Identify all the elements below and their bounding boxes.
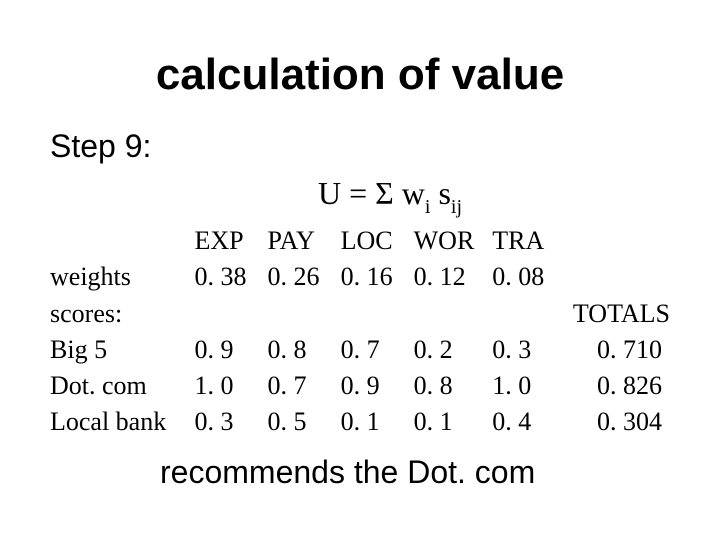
step-label: Step 9: [50, 128, 670, 165]
big5-total: 0. 710 [557, 332, 670, 368]
header-blank [50, 223, 186, 259]
dotcom-row: Dot. com 1. 0 0. 7 0. 9 0. 8 1. 0 0. 826 [50, 368, 670, 404]
formula-sigma: Σ [375, 175, 394, 211]
localbank-loc: 0. 1 [333, 404, 406, 440]
dotcom-label: Dot. com [50, 368, 186, 404]
header-exp: EXP [186, 223, 259, 259]
formula-wi: w [394, 175, 425, 211]
weights-label: weights [50, 259, 186, 295]
header-tra: TRA [484, 223, 557, 259]
weights-row: weights 0. 38 0. 26 0. 16 0. 12 0. 08 [50, 259, 670, 295]
weight-exp: 0. 38 [186, 259, 259, 295]
localbank-wor: 0. 1 [406, 404, 485, 440]
scores-label: scores: [50, 296, 186, 332]
dotcom-tra: 1. 0 [484, 368, 557, 404]
localbank-row: Local bank 0. 3 0. 5 0. 1 0. 1 0. 4 0. 3… [50, 404, 670, 440]
weight-wor: 0. 12 [406, 259, 485, 295]
formula-sij: s [430, 175, 450, 211]
localbank-pay: 0. 5 [260, 404, 333, 440]
header-pay: PAY [260, 223, 333, 259]
big5-wor: 0. 2 [406, 332, 485, 368]
formula-sij-sub: ij [451, 196, 462, 218]
dotcom-total: 0. 826 [557, 368, 670, 404]
table: EXP PAY LOC WOR TRA weights 0. 38 0. 26 … [50, 223, 670, 440]
totals-label: TOTALS [557, 296, 670, 332]
weights-total-blank [557, 259, 670, 295]
value-table: EXP PAY LOC WOR TRA weights 0. 38 0. 26 … [50, 223, 670, 440]
dotcom-exp: 1. 0 [186, 368, 259, 404]
big5-tra: 0. 3 [484, 332, 557, 368]
dotcom-loc: 0. 9 [333, 368, 406, 404]
dotcom-pay: 0. 7 [260, 368, 333, 404]
formula-lhs: U = [318, 175, 375, 211]
weight-tra: 0. 08 [484, 259, 557, 295]
big5-loc: 0. 7 [333, 332, 406, 368]
localbank-tra: 0. 4 [484, 404, 557, 440]
weight-pay: 0. 26 [260, 259, 333, 295]
big5-pay: 0. 8 [260, 332, 333, 368]
header-loc: LOC [333, 223, 406, 259]
localbank-total: 0. 304 [557, 404, 670, 440]
slide: calculation of value Step 9: U = Σ wi si… [0, 0, 720, 540]
localbank-label: Local bank [50, 404, 186, 440]
formula: U = Σ wi sij [50, 175, 670, 217]
big5-label: Big 5 [50, 332, 186, 368]
big5-exp: 0. 9 [186, 332, 259, 368]
localbank-exp: 0. 3 [186, 404, 259, 440]
formula-wi-sub: i [425, 196, 431, 218]
header-total-blank [557, 223, 670, 259]
weight-loc: 0. 16 [333, 259, 406, 295]
scores-row: scores: TOTALS [50, 296, 670, 332]
header-row: EXP PAY LOC WOR TRA [50, 223, 670, 259]
recommendation: recommends the Dot. com [50, 454, 670, 491]
slide-title: calculation of value [50, 50, 670, 100]
header-wor: WOR [406, 223, 485, 259]
big5-row: Big 5 0. 9 0. 8 0. 7 0. 2 0. 3 0. 710 [50, 332, 670, 368]
dotcom-wor: 0. 8 [406, 368, 485, 404]
